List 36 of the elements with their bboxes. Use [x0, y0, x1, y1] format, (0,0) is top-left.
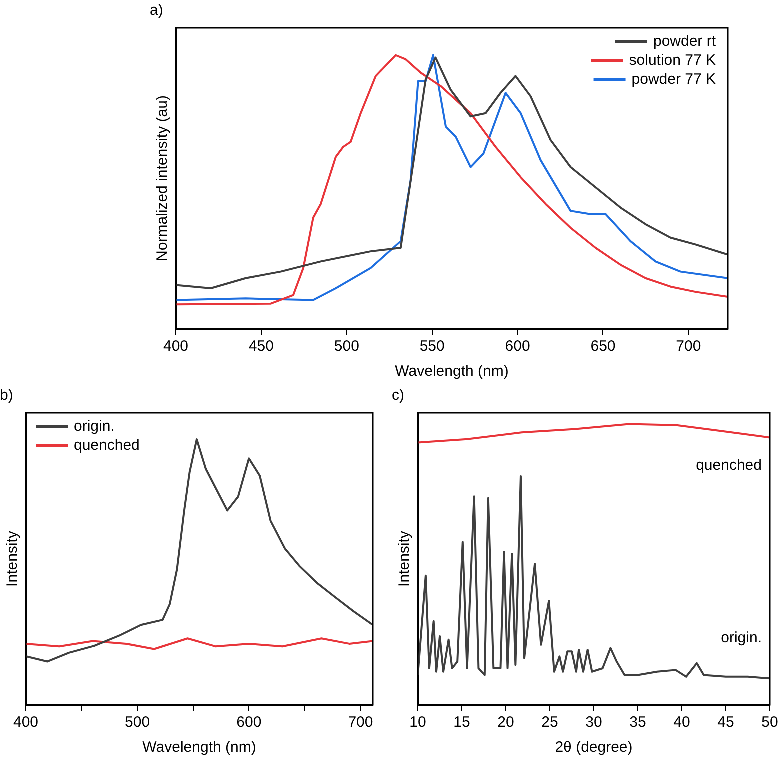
x-tick-label: 500	[334, 338, 360, 356]
x-tick-label: 650	[590, 338, 616, 356]
x-tick-label: 50	[762, 714, 778, 732]
x-tick-label: 40	[674, 714, 690, 732]
legend-label: quenched	[74, 437, 140, 454]
x-tick-label: 700	[348, 714, 374, 732]
x-tick-label: 45	[718, 714, 734, 732]
series-label: origin.	[721, 630, 762, 647]
legend-label: powder 77 K	[632, 71, 716, 88]
x-tick-label: 15	[454, 714, 470, 732]
x-axis-title: Wavelength (nm)	[142, 739, 256, 756]
chart-title: c)	[392, 387, 404, 404]
x-tick-label: 400	[13, 714, 39, 732]
x-tick-label: 20	[498, 714, 514, 732]
chart-title: a)	[150, 2, 164, 20]
legend-label: origin.	[74, 418, 115, 436]
y-axis-title: Intensity	[396, 530, 414, 587]
y-axis-title: Normalized intensity (au)	[154, 96, 172, 262]
x-tick-label: 25	[542, 714, 558, 732]
x-axis-title: 2θ (degree)	[555, 739, 633, 756]
x-tick-label: 400	[163, 338, 189, 356]
x-tick-label: 500	[125, 714, 150, 732]
legend-label: solution 77 K	[629, 52, 716, 70]
x-tick-label: 600	[236, 714, 262, 732]
y-axis-title: Intensity	[4, 530, 22, 587]
series-label: quenched	[696, 456, 762, 474]
x-tick-label: 10	[410, 714, 426, 732]
x-tick-label: 35	[630, 714, 646, 732]
x-tick-label: 550	[420, 338, 445, 356]
chart-title: b)	[0, 387, 14, 404]
x-axis-title: Wavelength (nm)	[395, 363, 509, 380]
x-tick-label: 700	[676, 338, 702, 356]
x-tick-label: 450	[248, 338, 274, 356]
x-tick-label: 600	[505, 338, 530, 356]
legend-label: powder rt	[653, 33, 717, 50]
x-tick-label: 30	[586, 714, 602, 732]
